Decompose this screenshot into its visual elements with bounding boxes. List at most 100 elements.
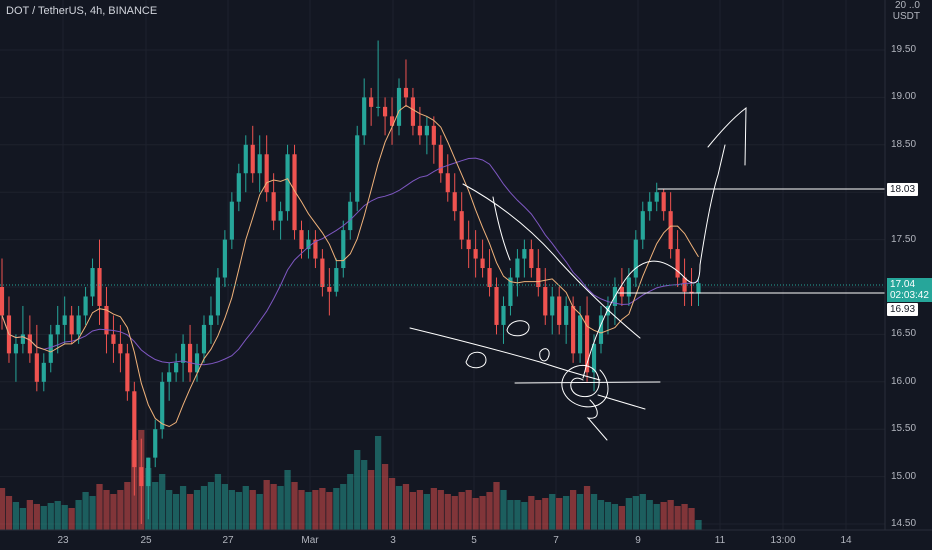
lower-ray-drawing[interactable] <box>514 381 661 384</box>
candle-body <box>424 125 429 136</box>
volume-bar <box>235 492 242 530</box>
candle-body <box>20 334 25 344</box>
candle <box>222 230 227 287</box>
volume-bar <box>576 494 584 530</box>
candle-body <box>167 372 172 382</box>
candle-body <box>194 353 200 373</box>
price-axis-tick: 16.50 <box>891 328 917 340</box>
candle <box>543 268 548 325</box>
candle-body <box>654 192 659 202</box>
volume-bar <box>110 494 117 530</box>
price-axis-currency-top: 20 ..0 <box>894 0 920 11</box>
candle-body <box>41 362 46 382</box>
candle <box>557 287 562 335</box>
candle <box>341 220 346 278</box>
candle-body <box>591 343 597 373</box>
candle <box>473 230 478 278</box>
candle-body <box>320 258 325 287</box>
candle-body <box>431 125 436 145</box>
volume-bar <box>152 482 159 530</box>
candle-body <box>571 305 576 354</box>
candle <box>90 258 95 306</box>
candle <box>327 268 332 316</box>
up-arrow-drawing[interactable] <box>707 106 747 166</box>
candle <box>83 287 88 325</box>
loop-scribble-3[interactable] <box>539 348 550 362</box>
candle <box>654 182 659 212</box>
candle <box>0 258 5 330</box>
volume-bar <box>688 508 695 530</box>
price-axis-background <box>885 0 932 530</box>
candle-body <box>417 125 422 136</box>
volume-bar <box>19 508 27 530</box>
candle-body <box>153 429 158 458</box>
volume-bar <box>681 504 688 530</box>
candle-body <box>90 268 95 297</box>
candle-body <box>208 315 214 325</box>
candle <box>675 230 680 287</box>
price-tag-support: 16.93 <box>887 303 919 316</box>
circle-scribble-1[interactable] <box>465 351 487 369</box>
symbol-label[interactable]: DOT / TetherUS, 4h, BINANCE <box>6 5 158 17</box>
loop-scribble-2[interactable] <box>506 320 530 337</box>
volume-bar <box>193 490 201 530</box>
volume-bar <box>639 494 646 530</box>
candle <box>668 192 673 259</box>
candle-body <box>139 467 144 487</box>
candle-body <box>501 305 506 325</box>
candle-body <box>278 211 283 221</box>
volume-bar <box>486 492 493 530</box>
candle-body <box>584 315 590 373</box>
breakout-curve-drawing[interactable] <box>582 144 726 379</box>
volume-bar <box>12 502 20 530</box>
candle-body <box>236 173 241 202</box>
volume-bar <box>514 500 521 530</box>
lower-trend-line-drawing[interactable] <box>409 327 601 381</box>
volume-bar <box>361 460 368 530</box>
candle-body <box>473 249 478 259</box>
volume-bar <box>465 490 472 530</box>
time-axis-tick: 9 <box>635 535 641 546</box>
candle-body <box>438 144 443 174</box>
price-axis-tick: 19.00 <box>891 91 917 103</box>
volume-bar <box>0 488 6 530</box>
drawings-layer[interactable] <box>409 106 886 441</box>
candle-body <box>362 97 367 136</box>
candle-body <box>598 315 604 344</box>
spiral-scribble[interactable] <box>561 364 609 408</box>
volume-bar <box>632 496 639 530</box>
volume-bar <box>75 500 82 530</box>
moving-average-slow <box>1 157 699 366</box>
volume-bar <box>500 490 507 530</box>
volume-bar <box>646 500 653 530</box>
candle-body <box>382 106 388 117</box>
spiral-ray[interactable] <box>597 394 646 410</box>
spiral-scribble-tail[interactable] <box>586 399 608 441</box>
volume-bar <box>583 486 591 530</box>
candle-body <box>111 334 116 344</box>
candle-body <box>250 144 255 174</box>
candle-body <box>640 211 645 240</box>
candle-body <box>494 287 499 325</box>
candle <box>424 116 429 155</box>
volume-bar <box>597 500 605 530</box>
candle-body <box>696 283 701 294</box>
candle-body <box>452 192 457 212</box>
upper-trend-stroke-drawing[interactable] <box>492 196 511 261</box>
volume-bar <box>312 490 319 530</box>
downtrend-line-drawing[interactable] <box>462 183 641 339</box>
candle-body <box>578 315 583 354</box>
candle <box>215 268 221 325</box>
candle-body <box>341 230 346 269</box>
volume-bar <box>660 502 667 530</box>
candle <box>584 296 590 382</box>
time-axis-tick: 14 <box>840 535 852 546</box>
candle <box>41 353 46 392</box>
candle-body <box>668 211 673 250</box>
candle-body <box>146 457 151 487</box>
candle <box>118 324 123 373</box>
volume-bar <box>354 450 361 530</box>
candle <box>633 230 638 287</box>
candle <box>598 305 604 354</box>
